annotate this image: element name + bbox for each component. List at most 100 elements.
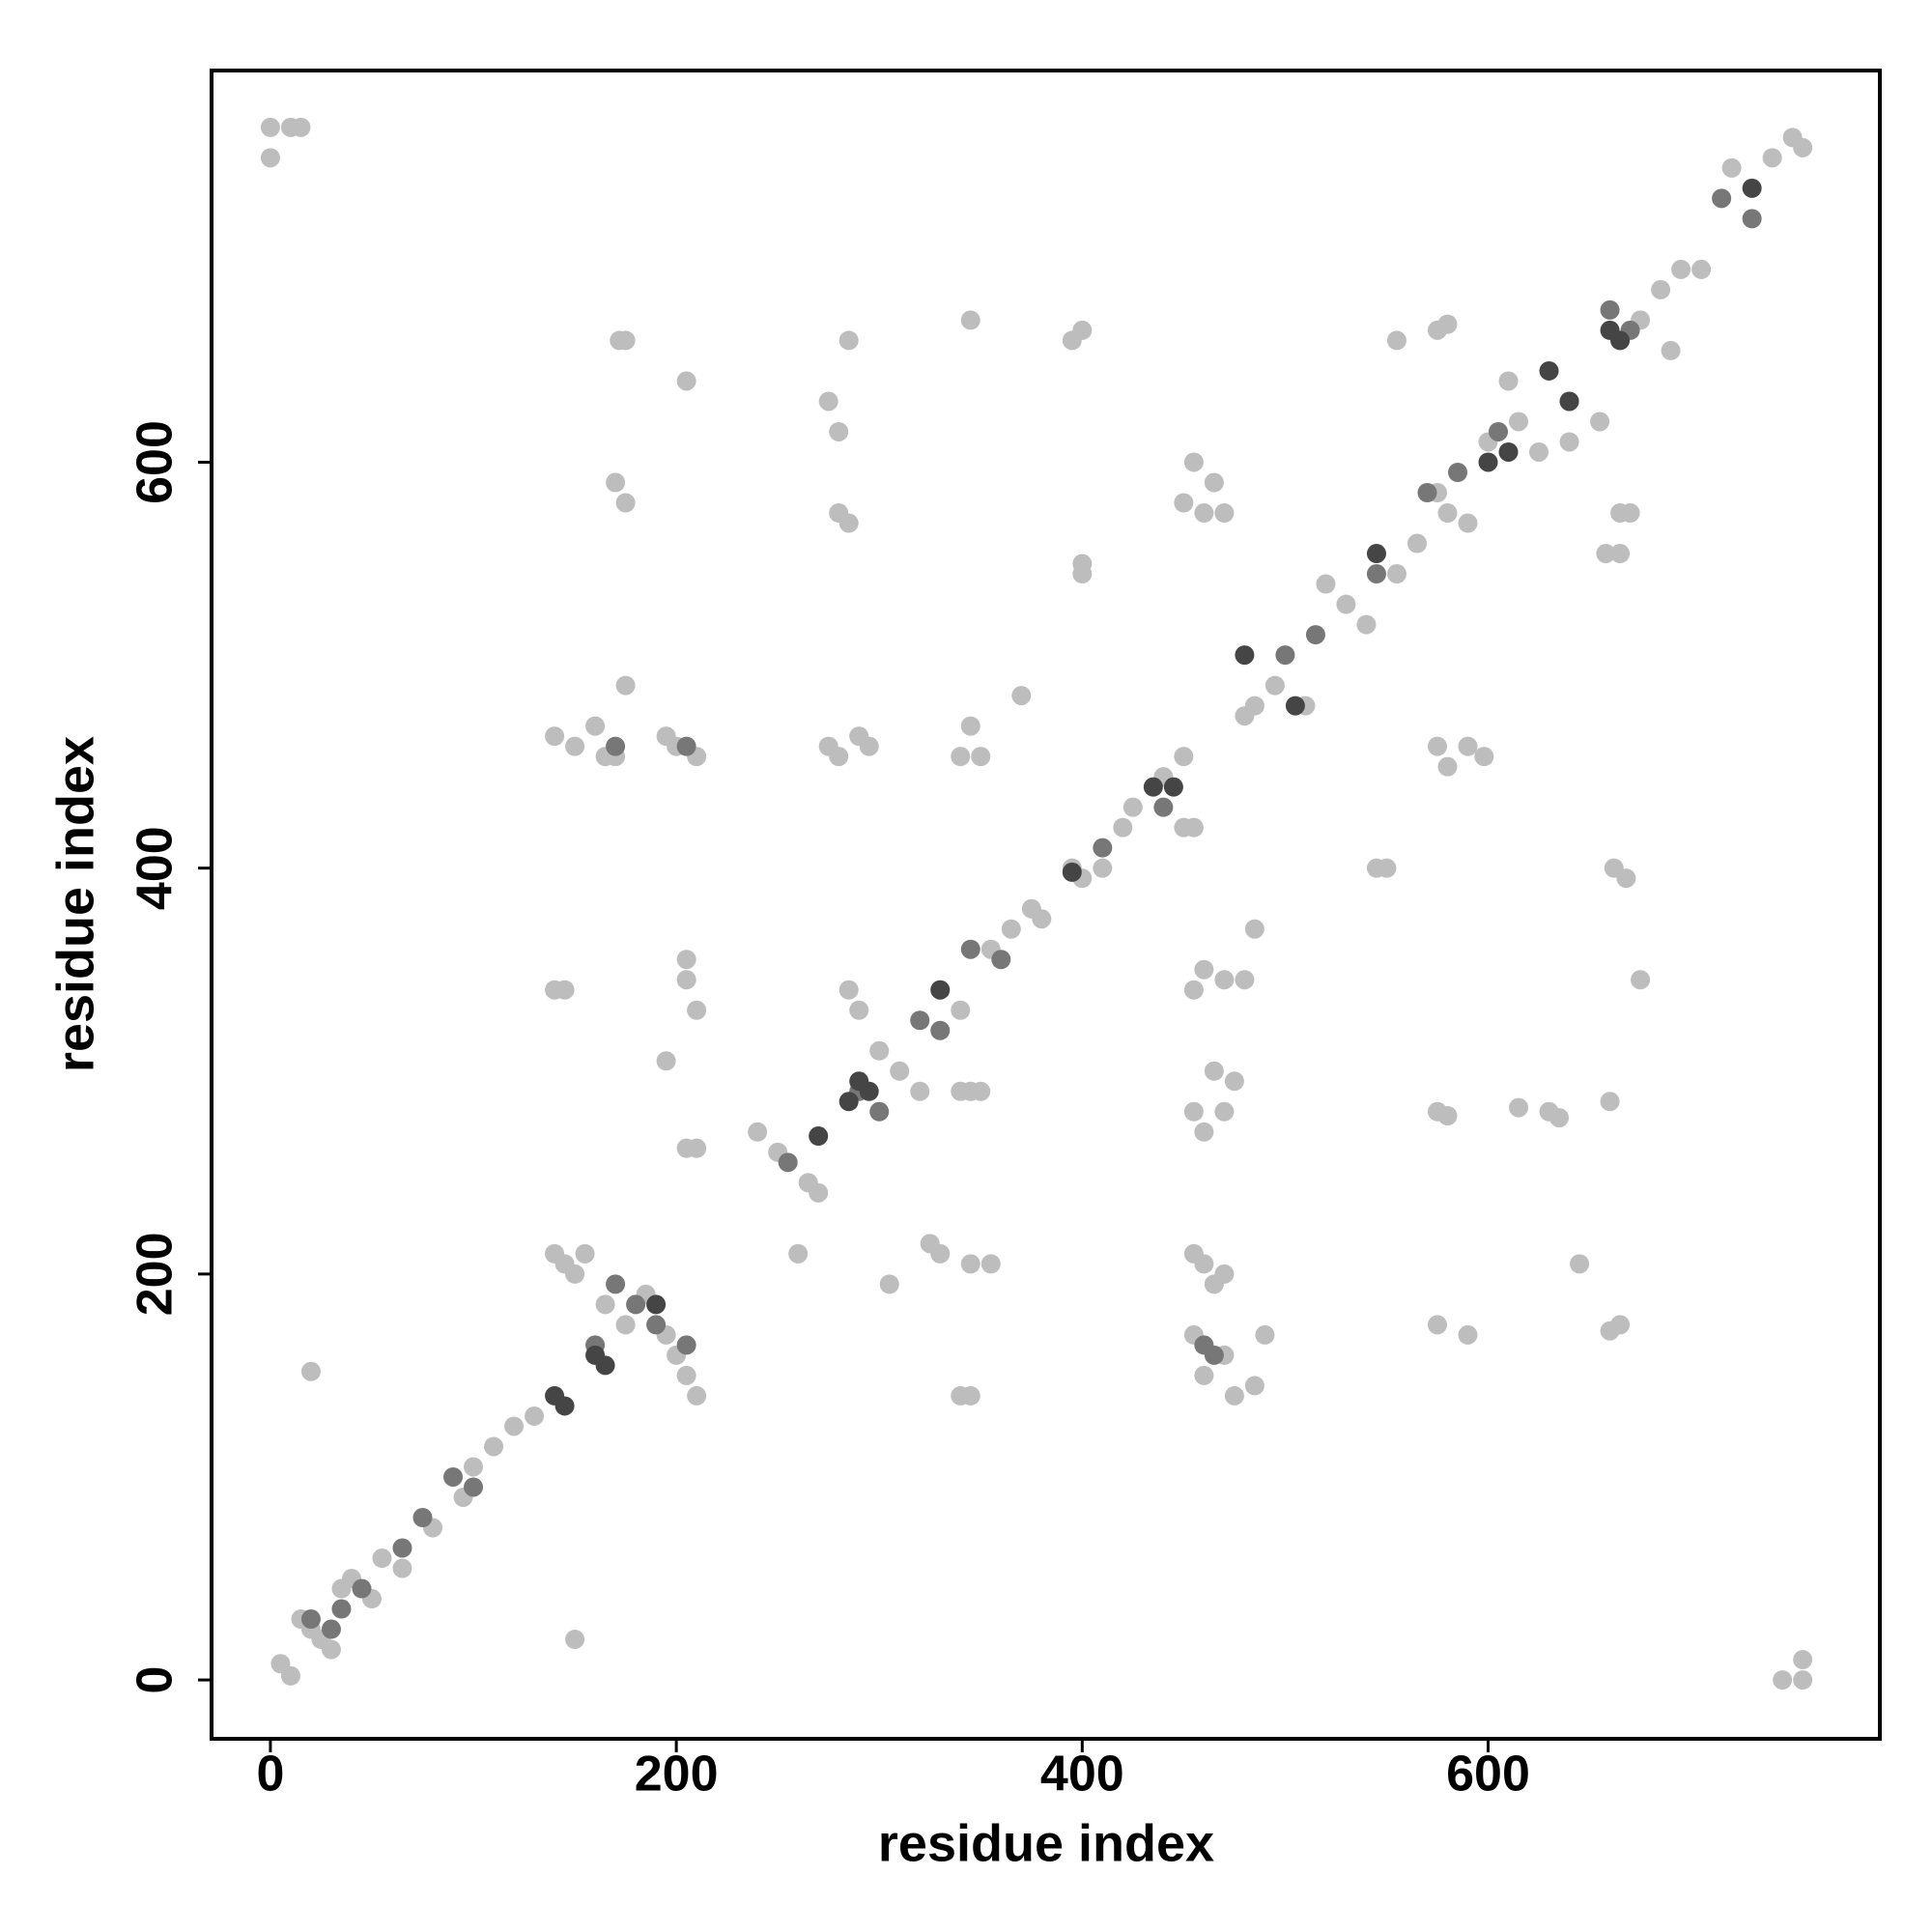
point [1214, 970, 1235, 990]
point [1610, 544, 1631, 564]
y-tick-label: 600 [128, 420, 184, 504]
point [1596, 544, 1616, 564]
point [1244, 919, 1264, 939]
point [838, 513, 859, 533]
point [1001, 919, 1021, 939]
point [1183, 1101, 1204, 1122]
point [1275, 645, 1295, 666]
point [1183, 452, 1204, 472]
point [545, 726, 565, 747]
point [1570, 1254, 1590, 1274]
point [1235, 970, 1255, 990]
point [372, 1548, 392, 1569]
plot-area [260, 117, 1813, 1690]
point [676, 950, 696, 970]
point [778, 1152, 798, 1173]
point [1264, 675, 1285, 696]
x-tick-label: 0 [256, 1747, 284, 1803]
point [687, 1385, 707, 1406]
point [1386, 564, 1406, 584]
point [1447, 462, 1467, 482]
point [1214, 503, 1235, 524]
point [859, 1081, 879, 1101]
point [554, 1396, 575, 1416]
point [565, 736, 585, 756]
point [1793, 1650, 1813, 1670]
point [606, 1274, 626, 1294]
point [291, 117, 311, 137]
point [829, 421, 849, 441]
y-tick-label: 400 [128, 826, 184, 910]
point [1356, 614, 1377, 635]
point [1437, 314, 1458, 334]
point [869, 1101, 890, 1122]
point [1244, 1376, 1264, 1396]
point [352, 1578, 372, 1599]
point [1417, 483, 1437, 503]
point [331, 1599, 352, 1619]
x-tick-label: 400 [1040, 1747, 1124, 1803]
point [829, 747, 849, 767]
x-axis-title: residue index [878, 1814, 1214, 1872]
plot-frame [210, 69, 1882, 1741]
point [676, 970, 696, 990]
point [1793, 1670, 1813, 1690]
point [606, 472, 626, 493]
point [1651, 279, 1671, 299]
point [1671, 259, 1691, 279]
point [1285, 696, 1305, 716]
point [1305, 625, 1325, 645]
point [1549, 1108, 1570, 1128]
point [300, 1609, 321, 1630]
point [930, 980, 951, 1000]
point [464, 1477, 484, 1497]
point [504, 1416, 525, 1436]
point [1153, 797, 1174, 817]
point [1600, 299, 1620, 320]
point [1336, 594, 1356, 614]
point [1235, 645, 1255, 666]
point [980, 1254, 1001, 1274]
point [809, 1126, 829, 1147]
point [960, 939, 980, 959]
point [525, 1406, 545, 1426]
point [1474, 747, 1494, 767]
point [1559, 432, 1579, 452]
point [910, 1010, 930, 1031]
point [565, 1264, 585, 1284]
point [484, 1436, 504, 1457]
point [960, 1081, 980, 1101]
point [1529, 441, 1549, 462]
point [1437, 503, 1458, 524]
point [1620, 503, 1640, 524]
point [1113, 817, 1133, 838]
point [1093, 858, 1113, 878]
point [606, 736, 626, 756]
point [1539, 360, 1559, 381]
point [1122, 797, 1143, 817]
point [930, 1020, 951, 1040]
point [1742, 209, 1762, 229]
point [676, 371, 696, 391]
point [1498, 371, 1519, 391]
point [392, 1558, 412, 1578]
point [849, 1000, 869, 1020]
point [1509, 1097, 1529, 1118]
point [1316, 574, 1336, 594]
point [1458, 1324, 1478, 1345]
point [1062, 862, 1082, 882]
y-tick-label: 0 [128, 1666, 184, 1694]
point [1427, 736, 1447, 756]
point [1478, 452, 1498, 472]
point [1600, 1092, 1620, 1112]
point [575, 1243, 595, 1264]
point [676, 1335, 696, 1355]
point [1610, 1315, 1631, 1335]
point [1366, 564, 1386, 584]
point [1437, 756, 1458, 777]
point [687, 1000, 707, 1020]
point [1590, 412, 1610, 432]
point [1174, 493, 1194, 513]
point [1458, 513, 1478, 533]
